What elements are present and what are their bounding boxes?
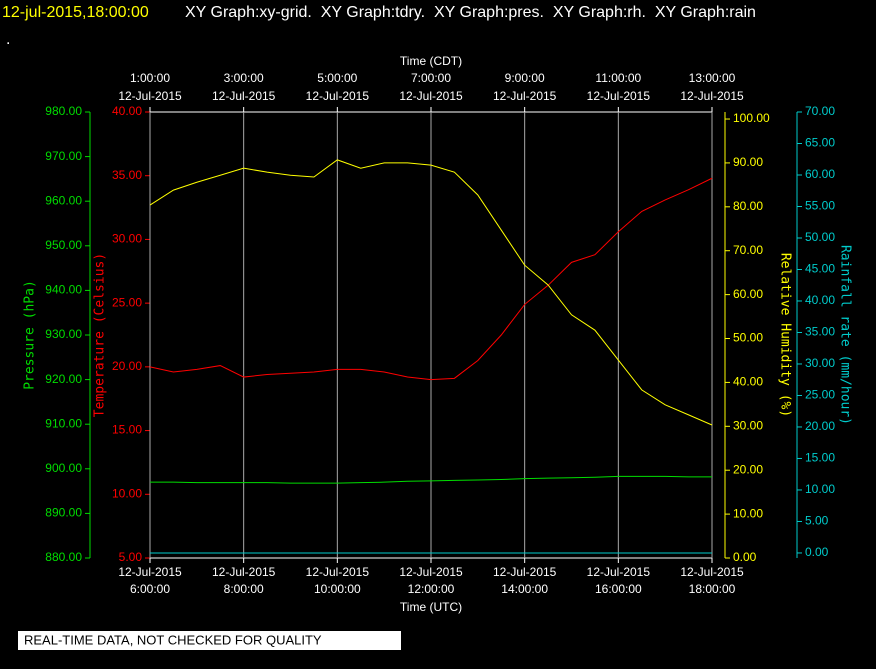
y-tick-label: 50.00 <box>733 331 763 345</box>
x2-axis-title: Time (CDT) <box>400 54 462 68</box>
x2-tick-label: 5:00:00 <box>317 71 357 85</box>
x2-tick-label: 12-Jul-2015 <box>680 89 744 103</box>
x2-tick-label: 12-Jul-2015 <box>118 89 182 103</box>
x2-tick-label: 1:00:00 <box>130 71 170 85</box>
x2-tick-label: 12-Jul-2015 <box>306 89 370 103</box>
x-tick-label: 12-Jul-2015 <box>212 565 276 579</box>
x2-tick-label: 12-Jul-2015 <box>212 89 276 103</box>
y-tick-label: 65.00 <box>805 136 835 150</box>
y-tick-label: 5.00 <box>805 514 829 528</box>
y-tick-label: 60.00 <box>805 167 835 181</box>
y-tick-label: 15.00 <box>805 451 835 465</box>
y-tick-label: 40.00 <box>112 104 142 118</box>
y-tick-label: 20.00 <box>805 419 835 433</box>
y-tick-label: 60.00 <box>733 287 763 301</box>
footer: REAL-TIME DATA, NOT CHECKED FOR QUALITY <box>24 632 322 647</box>
y-tick-label: 890.00 <box>45 506 82 520</box>
header-time: 12-jul-2015,18:00:00 <box>2 4 149 21</box>
y-tick-label: 25.00 <box>805 388 835 402</box>
y-tick-label: 30.00 <box>805 356 835 370</box>
x2-tick-label: 11:00:00 <box>595 71 641 85</box>
x2-tick-label: 9:00:00 <box>505 71 545 85</box>
y-tick-label: 90.00 <box>733 155 763 169</box>
y-tick-label: 0.00 <box>733 550 757 564</box>
y-tick-label: 10.00 <box>733 506 763 520</box>
y-tick-label: 940.00 <box>45 283 82 297</box>
y-tick-label: 15.00 <box>112 423 142 437</box>
y-tick-label: 25.00 <box>112 295 142 309</box>
y-tick-label: 40.00 <box>805 293 835 307</box>
x2-tick-label: 12-Jul-2015 <box>587 89 651 103</box>
y-axis-title: Pressure (hPa) <box>23 280 38 390</box>
y-tick-label: 950.00 <box>45 238 82 252</box>
y-tick-label: 5.00 <box>119 550 143 564</box>
x-tick-label: 16:00:00 <box>595 582 642 596</box>
x2-tick-label: 12-Jul-2015 <box>493 89 557 103</box>
y-tick-label: 35.00 <box>112 168 142 182</box>
y-tick-label: 10.00 <box>112 486 142 500</box>
x-tick-label: 12-Jul-2015 <box>493 565 557 579</box>
x-tick-label: 14:00:00 <box>501 582 548 596</box>
y-tick-label: 55.00 <box>805 199 835 213</box>
series-line <box>150 475 712 484</box>
y-tick-label: 80.00 <box>733 199 763 213</box>
y-tick-label: 100.00 <box>733 111 770 125</box>
x2-tick-label: 7:00:00 <box>411 71 451 85</box>
y-tick-label: 20.00 <box>112 359 142 373</box>
x2-tick-label: 13:00:00 <box>689 71 736 85</box>
footer-box <box>18 631 401 650</box>
y-tick-label: 960.00 <box>45 193 82 207</box>
x2-tick-label: 3:00:00 <box>224 71 264 85</box>
y-tick-label: 70.00 <box>805 104 835 118</box>
series-line <box>149 159 713 426</box>
y-tick-label: 880.00 <box>45 550 82 564</box>
x-tick-label: 12-Jul-2015 <box>399 565 463 579</box>
y-tick-label: 0.00 <box>805 545 829 559</box>
y-tick-label: 70.00 <box>733 243 763 257</box>
x-tick-label: 18:00:00 <box>689 582 736 596</box>
x-tick-label: 10:00:00 <box>314 582 361 596</box>
x-tick-label: 12-Jul-2015 <box>680 565 744 579</box>
y-tick-label: 20.00 <box>733 462 763 476</box>
y-tick-label: 40.00 <box>733 375 763 389</box>
y-tick-label: 930.00 <box>45 327 82 341</box>
y-axis-title: Relative Humidity (%) <box>778 253 793 417</box>
y-axis-title: Rainfall rate (mm/hour) <box>838 245 853 425</box>
x-tick-label: 12-Jul-2015 <box>587 565 651 579</box>
series-line <box>149 177 713 381</box>
y-tick-label: 45.00 <box>805 262 835 276</box>
y-tick-label: 50.00 <box>805 230 835 244</box>
x-tick-label: 12:00:00 <box>408 582 455 596</box>
x-tick-label: 12-Jul-2015 <box>118 565 182 579</box>
y-tick-label: 10.00 <box>805 482 835 496</box>
y-tick-label: 35.00 <box>805 325 835 339</box>
x2-tick-label: 12-Jul-2015 <box>399 89 463 103</box>
y-tick-label: 910.00 <box>45 416 82 430</box>
x-tick-label: 6:00:00 <box>130 582 170 596</box>
y-tick-label: 920.00 <box>45 372 82 386</box>
x-tick-label: 8:00:00 <box>224 582 264 596</box>
header-text: XY Graph:xy-grid. XY Graph:tdry. XY Grap… <box>185 4 756 21</box>
header-line2: . <box>6 31 10 48</box>
y-tick-label: 900.00 <box>45 461 82 475</box>
y-tick-label: 30.00 <box>733 418 763 432</box>
y-tick-label: 970.00 <box>45 149 82 163</box>
y-tick-label: 980.00 <box>45 104 82 118</box>
x-axis-title: Time (UTC) <box>400 600 462 614</box>
y-tick-label: 30.00 <box>112 232 142 246</box>
x-tick-label: 12-Jul-2015 <box>306 565 370 579</box>
y-axis-title: Temperature (Celsius) <box>93 253 108 417</box>
